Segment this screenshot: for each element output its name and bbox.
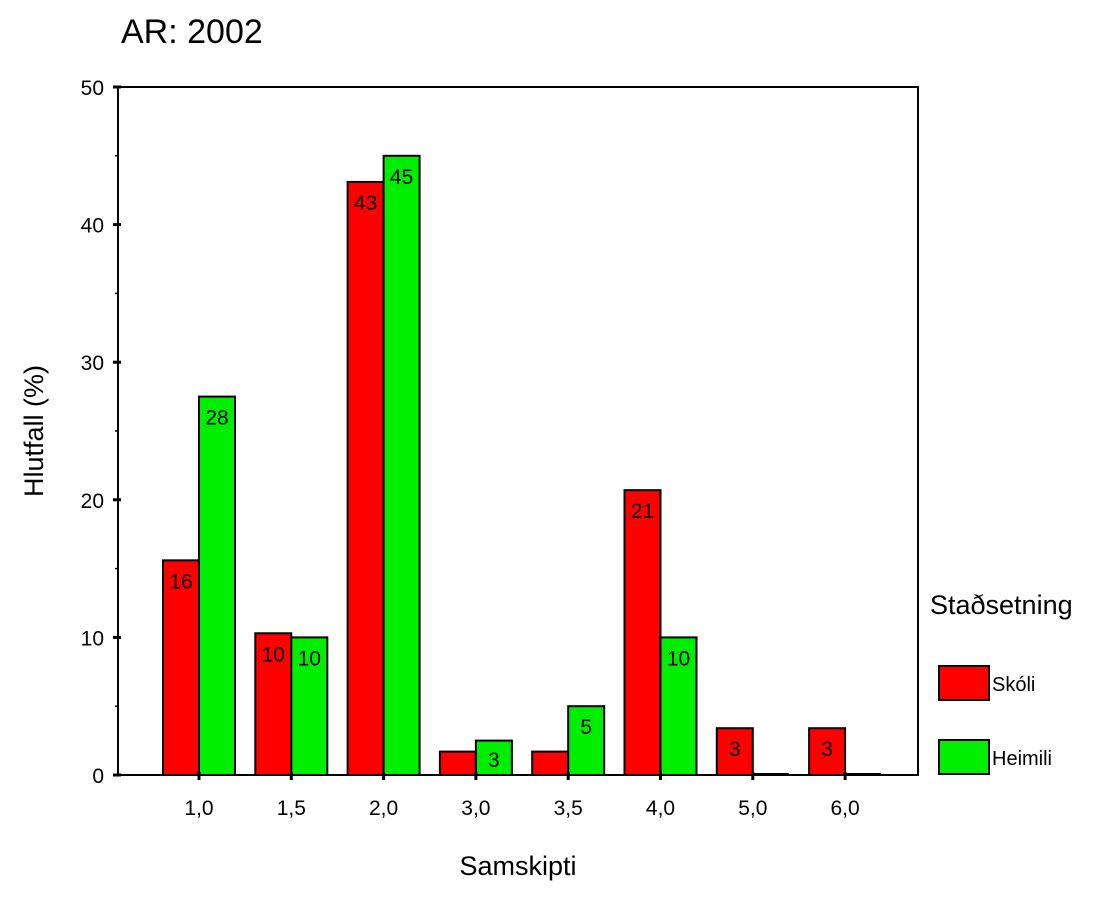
y-tick-label: 50	[81, 77, 104, 100]
legend: Staðsetning Skóli Heimili	[930, 590, 1073, 775]
bar-skoli	[623, 489, 662, 776]
bar-skoli	[531, 750, 570, 776]
y-tick-label: 30	[81, 352, 104, 375]
plot-frame	[117, 86, 919, 776]
bar-heimili	[659, 636, 698, 777]
plot-area	[117, 86, 919, 776]
axis-ticks: 0 10 20 30 40 50 1,0 1,5 2,0 3,0 3,5 4,0 5,0 6,0	[81, 77, 860, 820]
bar-heimili	[198, 395, 236, 776]
y-tick-label: 40	[81, 215, 104, 238]
x-tick-label: 5,0	[738, 797, 767, 820]
bar-data-label: 21	[631, 500, 654, 523]
legend-swatch-heimili	[938, 739, 990, 775]
x-tick-label: 4,0	[646, 797, 675, 820]
y-tick-label: 0	[92, 765, 104, 788]
bar-skoli	[808, 727, 847, 777]
bar-data-label: 16	[169, 570, 192, 593]
legend-label-skoli: Skóli	[992, 674, 1035, 696]
bar-heimili	[382, 154, 421, 777]
bar-heimili	[290, 636, 329, 777]
bar-data-label: 10	[298, 647, 321, 670]
y-tick-label: 20	[81, 490, 104, 513]
chart-title: AR: 2002	[121, 13, 263, 51]
bar-skoli	[346, 180, 385, 777]
bar-data-label: 10	[262, 643, 285, 666]
x-tick-label: 1,5	[277, 797, 306, 820]
x-tick-label: 2,0	[369, 797, 398, 820]
bar-skoli	[715, 727, 754, 777]
bars: 16 28 10 10 43 45 3 5 21 10 3 3	[162, 154, 882, 777]
x-tick-label: 3,5	[554, 797, 583, 820]
bar-skoli	[438, 750, 477, 776]
bar-data-label: 3	[488, 749, 500, 772]
bar-heimili	[474, 739, 513, 776]
legend-title: Staðsetning	[930, 590, 1073, 620]
bar-data-label: 10	[667, 647, 690, 670]
bar-skoli	[254, 632, 293, 776]
legend-label-heimili: Heimili	[992, 748, 1052, 770]
bar-data-label: 5	[580, 716, 592, 739]
bar-data-label: 3	[821, 738, 833, 761]
x-tick-label: 3,0	[461, 797, 490, 820]
bar-skoli	[162, 559, 200, 776]
x-tick-label: 6,0	[830, 797, 859, 820]
bar-data-label: 43	[354, 192, 377, 215]
bar-data-label: 28	[205, 407, 228, 430]
x-tick-label: 1,0	[184, 797, 213, 820]
y-axis-label: Hlutfall (%)	[19, 365, 49, 497]
bar-data-label: 3	[729, 738, 741, 761]
x-axis-label: Samskipti	[459, 851, 576, 881]
bar-heimili	[567, 705, 606, 777]
bar-data-label: 45	[390, 166, 413, 189]
y-tick-label: 10	[81, 627, 104, 650]
legend-swatch-skoli	[938, 665, 990, 701]
